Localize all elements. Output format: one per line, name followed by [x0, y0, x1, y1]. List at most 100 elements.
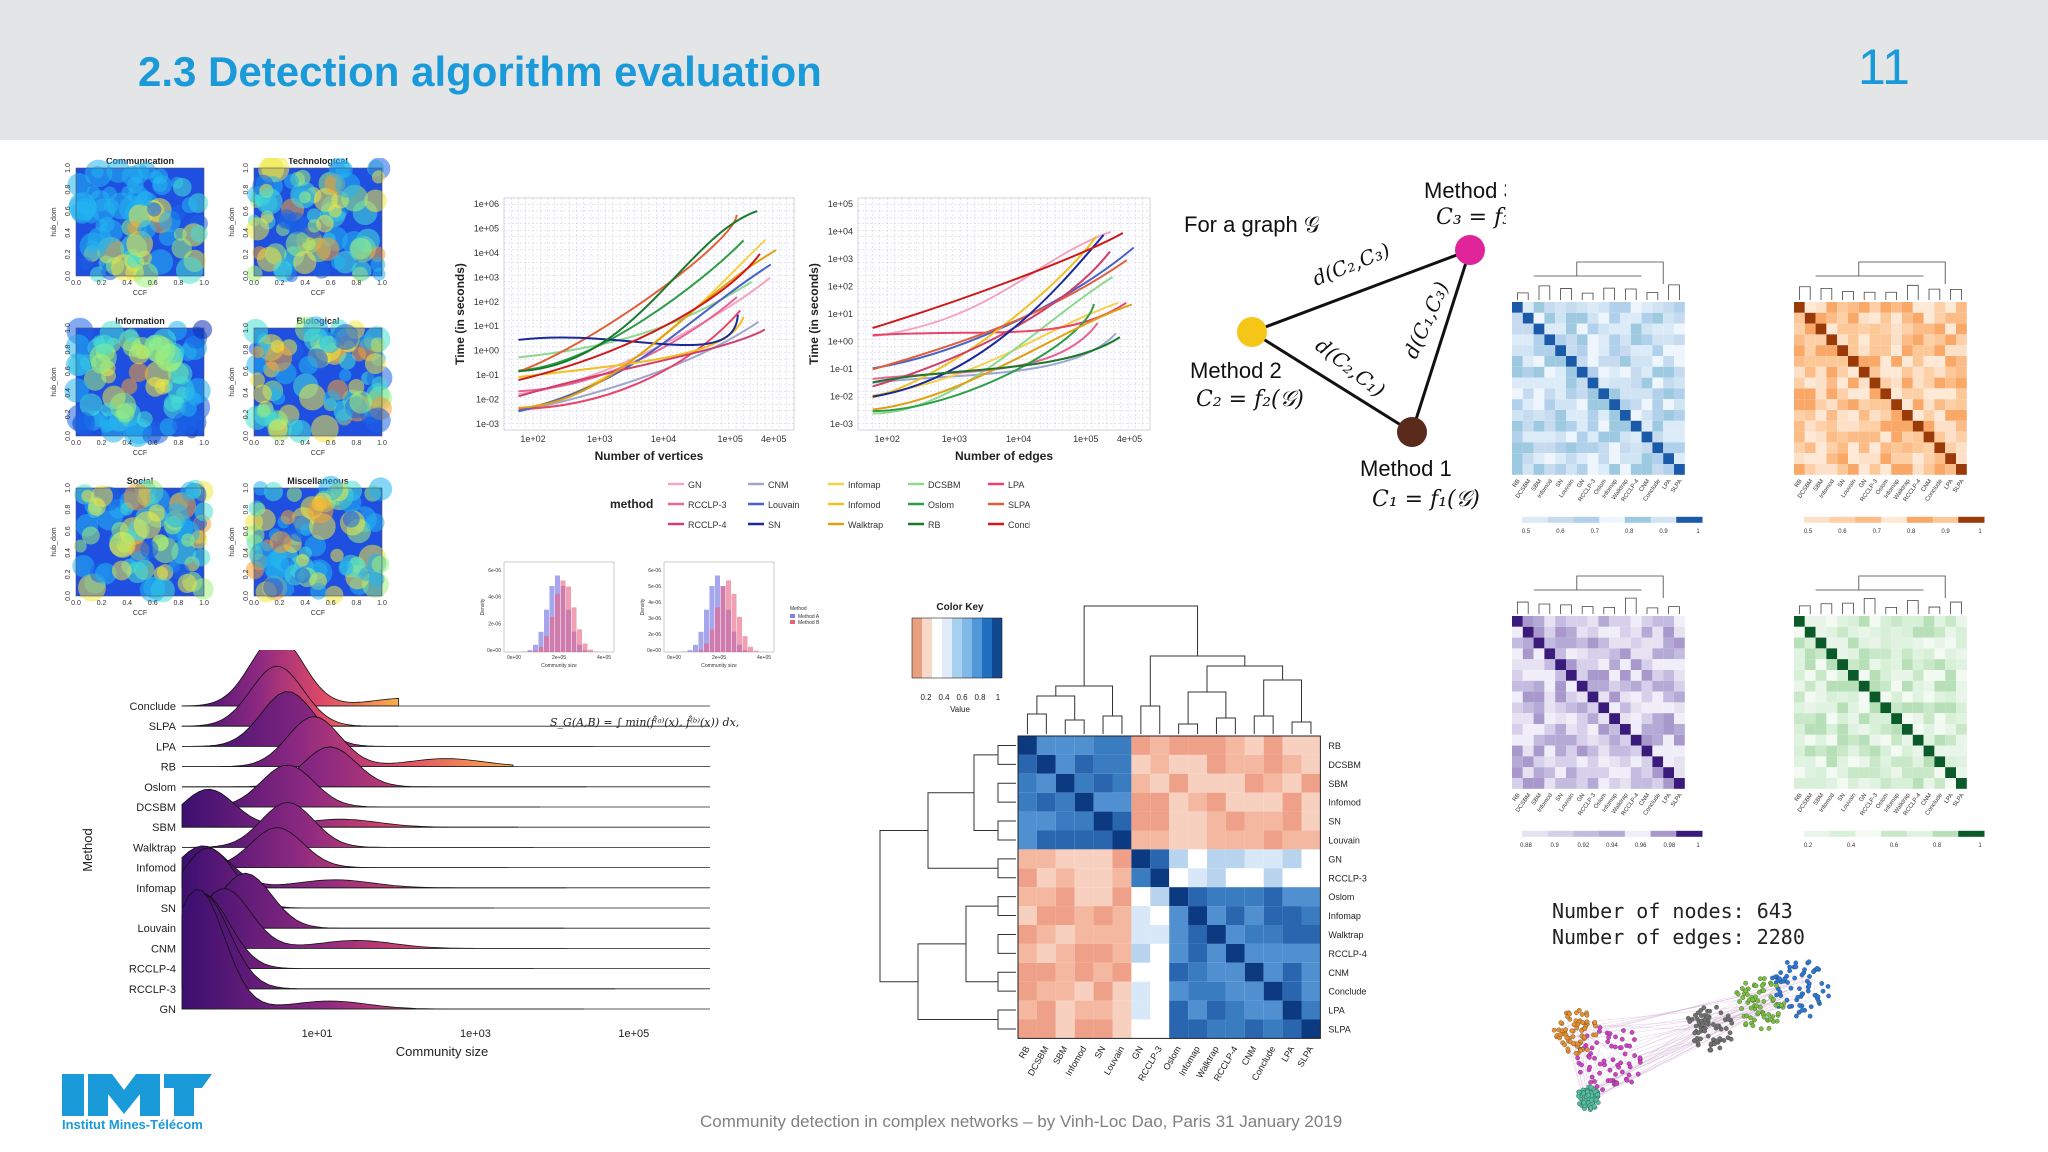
small-heatmap-cell	[1912, 302, 1924, 313]
heatmap-blob	[288, 419, 312, 443]
small-heatmap-cell	[1902, 734, 1913, 746]
small-heatmap-cell	[1956, 680, 1967, 692]
network-node	[1774, 983, 1779, 989]
heatmap-cell	[1018, 811, 1037, 831]
heatmap-cell	[1131, 906, 1151, 925]
heatmap-cell	[1093, 943, 1113, 963]
small-heatmap-cell	[1934, 356, 1946, 367]
heatmap-blob	[133, 511, 162, 539]
heatmap-cell	[1150, 736, 1170, 755]
small-heatmap-cell	[1804, 388, 1816, 400]
small-heatmap-cell	[1902, 388, 1913, 400]
small-heatmap-cell	[1512, 442, 1523, 454]
small-heatmap-cell	[1587, 648, 1599, 660]
small-heatmap-cell	[1533, 442, 1545, 454]
nodes-label: Number of nodes:	[1552, 899, 1745, 923]
heatmap-cell	[1018, 754, 1037, 774]
small-heatmap-cell	[1598, 778, 1610, 789]
small-heatmap-cell	[1566, 626, 1577, 638]
small-heatmap-cell	[1544, 366, 1556, 378]
heatmap-blob	[109, 531, 136, 558]
small-heatmap-cell	[1869, 345, 1881, 356]
small-heatmap-cell	[1804, 312, 1816, 324]
small-heatmap-cell	[1804, 345, 1816, 356]
heatmap-cell	[1282, 849, 1302, 869]
colorbar-tick: 0.9	[1659, 529, 1668, 535]
ytick-label: 1e+00	[828, 337, 853, 347]
small-heatmap-cell	[1934, 745, 1946, 757]
small-heatmap-cell	[1945, 366, 1956, 378]
density-bar-b	[753, 650, 759, 652]
small-heatmap-cell	[1555, 626, 1566, 638]
small-heatmap-cell	[1848, 734, 1859, 746]
ridge-label: Infomap	[136, 883, 176, 895]
small-heatmap-cell	[1512, 702, 1523, 714]
small-heatmap-cell	[1609, 420, 1620, 432]
small-heatmap-cell	[1815, 464, 1827, 475]
small-heatmap-cell	[1641, 734, 1653, 746]
small-heatmap-cell	[1566, 420, 1577, 432]
heatmap-cell	[1150, 962, 1170, 982]
small-heatmap-cell	[1576, 345, 1588, 356]
heatmap-blob	[365, 513, 385, 533]
small-col-label: LPA	[1944, 793, 1955, 805]
small-heatmap-cell	[1641, 388, 1653, 400]
small-heatmap-cell	[1609, 410, 1620, 421]
small-heatmap-cell	[1544, 453, 1556, 464]
heatmap-blob	[370, 337, 386, 353]
small-heatmap-cell	[1902, 323, 1913, 335]
network-node	[1784, 960, 1790, 965]
small-heatmap-cell	[1598, 388, 1610, 400]
heatmap-blob	[152, 177, 168, 192]
small-heatmap-cell	[1630, 734, 1642, 746]
heatmap-cell	[1207, 1000, 1226, 1020]
ridge-xtick: 1e+03	[460, 1028, 491, 1040]
small-heatmap-cell	[1945, 431, 1956, 443]
small-heatmap-cell	[1630, 648, 1642, 660]
legend-item: Conclude	[1008, 520, 1030, 530]
small-heatmap-cell	[1794, 745, 1805, 757]
small-heatmap-cell	[1609, 745, 1620, 757]
small-heatmap-cell	[1891, 756, 1902, 768]
ridge-xtick: 1e+01	[302, 1028, 333, 1040]
x-axis-label: Number of vertices	[595, 449, 704, 463]
small-heatmap-cell	[1912, 745, 1924, 757]
heatmap-cell	[1074, 849, 1094, 869]
heatmap-ytick: 0.6	[65, 526, 72, 536]
heatmap-blob	[79, 232, 107, 260]
small-heatmap-cell	[1652, 323, 1664, 335]
small-heatmap-cell	[1587, 464, 1599, 475]
heatmap-cell	[1301, 792, 1321, 812]
small-heatmap-cell	[1815, 659, 1827, 670]
heatmap-blob	[371, 555, 390, 574]
network-node	[1762, 976, 1767, 981]
heatmap-cell	[1169, 754, 1189, 774]
heatmap-blob	[147, 336, 176, 365]
heatmap-cell	[1188, 773, 1207, 793]
small-heatmap-cell	[1544, 767, 1556, 778]
small-heatmap-cell	[1880, 713, 1892, 724]
heatmap-cell	[1036, 736, 1056, 755]
heatmap-cell	[1188, 887, 1207, 907]
small-heatmap-cell	[1945, 345, 1956, 356]
network-node	[1629, 1079, 1634, 1085]
heatmap-blob	[268, 419, 288, 439]
small-heatmap-cell	[1945, 756, 1956, 768]
density-xtick: 4e+05	[757, 655, 771, 661]
y-axis-label: Time (in seconds)	[808, 263, 821, 365]
small-heatmap-cell	[1891, 734, 1902, 746]
small-heatmap-cell	[1837, 778, 1848, 789]
heatmap-cell	[1225, 773, 1245, 793]
heatmap-cell	[1131, 981, 1151, 1001]
heatmap-ylabel: hub_dom	[51, 527, 58, 556]
heatmap-cell	[1282, 925, 1302, 944]
small-heatmap-cell	[1620, 464, 1631, 475]
small-heatmap-cell	[1566, 778, 1577, 789]
heatmap-xtick: 0.2	[275, 280, 285, 287]
heatmap-cell	[1055, 736, 1075, 755]
small-col-label: LPA	[1662, 793, 1673, 805]
network-edge	[1604, 1006, 1757, 1072]
color-key-tick: 1	[996, 693, 1001, 702]
density-ytick: 2e-06	[488, 621, 501, 627]
small-heatmap-cell	[1512, 734, 1523, 746]
